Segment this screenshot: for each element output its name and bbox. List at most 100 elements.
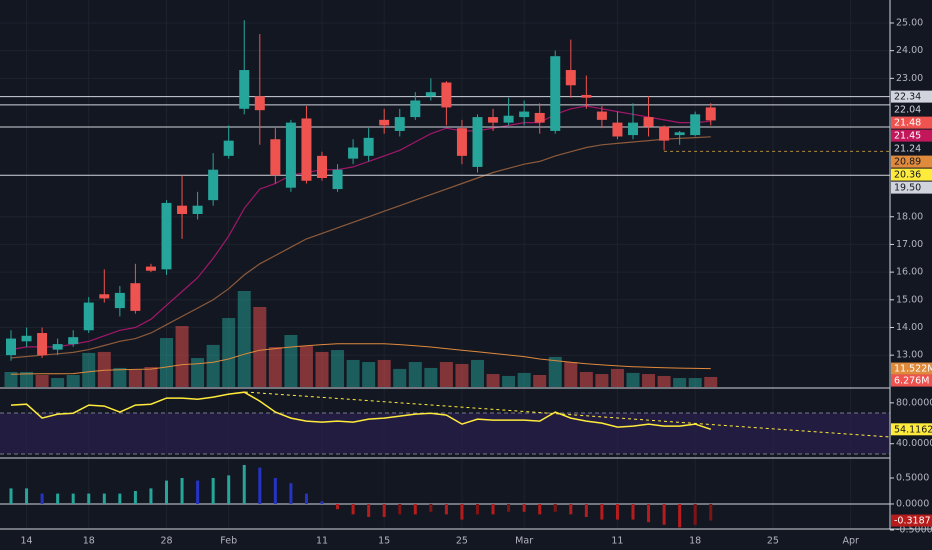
volume-bar [533, 375, 547, 387]
histogram-bar [662, 503, 666, 525]
candle-body [114, 292, 125, 309]
y-tick-label: 23.00 [896, 73, 923, 84]
y-tick-label: 40.0000 [896, 438, 932, 449]
candle-body [37, 333, 48, 356]
histogram-bar [444, 503, 448, 515]
volume-bar [704, 376, 718, 387]
y-tick-label: 17.00 [896, 239, 923, 250]
price-label: 21.24 [894, 144, 921, 155]
histogram-bar [600, 503, 604, 520]
candle-body [317, 155, 327, 178]
price-label-box [891, 168, 932, 181]
candle-body [68, 337, 79, 345]
candle-body [659, 126, 670, 141]
histogram-bar [476, 503, 479, 515]
volume-ma-line [10, 343, 711, 375]
volume-bar [346, 359, 360, 387]
volume-bar [113, 367, 127, 387]
x-tick-label: 14 [21, 536, 33, 547]
histogram-bar [460, 503, 464, 520]
histogram-bar [180, 477, 184, 504]
histogram-bar [102, 493, 106, 504]
candle-body [6, 338, 16, 356]
candle-body [674, 132, 685, 136]
volume-bar [35, 375, 49, 387]
price-label: 22.04 [894, 105, 921, 116]
histogram-bar [87, 493, 91, 504]
volume-bar [253, 307, 267, 387]
price-label: 19.50 [894, 183, 921, 194]
candle-body [643, 117, 654, 127]
volume-bar [377, 359, 391, 387]
histogram-bar [304, 493, 308, 504]
candle-body [379, 119, 390, 126]
histogram-bar [491, 503, 495, 515]
candle-body [223, 140, 234, 156]
volume-bar [579, 371, 593, 387]
y-tick-label: 18.00 [896, 211, 923, 222]
volume-bar [408, 362, 422, 387]
x-tick-label: Apr [842, 536, 859, 547]
volume-bar [299, 346, 313, 387]
volume-bar [97, 351, 111, 387]
histogram-bar [56, 493, 60, 504]
price-label-box [891, 362, 932, 375]
candle-body [130, 283, 141, 311]
histogram-bar [693, 503, 697, 525]
x-tick-label: 11 [316, 536, 328, 547]
candle-body [348, 147, 359, 159]
volume-bar [673, 378, 687, 387]
candle-body [285, 122, 296, 188]
histogram-bar [273, 477, 277, 504]
price-label-box [891, 90, 932, 103]
histogram-bar [336, 503, 340, 510]
price-label-box [891, 514, 932, 527]
candle-body [565, 70, 576, 86]
grid [0, 0, 890, 529]
x-tick-label: 25 [456, 536, 468, 547]
price-label-box [891, 116, 932, 129]
volume-bar [439, 362, 453, 387]
x-tick-label: 18 [83, 536, 95, 547]
volume-bar [424, 367, 438, 387]
candle-body [410, 100, 421, 118]
volume-bar [222, 318, 236, 387]
candle-body [208, 169, 219, 201]
volume-bar [455, 363, 469, 387]
volume-bar [51, 378, 65, 387]
candle-body [254, 96, 265, 111]
x-tick-label: 18 [689, 536, 701, 547]
candle-body [456, 128, 467, 156]
histogram-bar [165, 480, 168, 504]
candle-body [519, 111, 530, 118]
volume-bar [548, 356, 562, 387]
volume-bar [315, 351, 329, 387]
histogram-bar [647, 503, 651, 523]
x-tick-label: Mar [515, 536, 533, 547]
histogram-bar [413, 503, 417, 515]
candle-body [192, 205, 203, 214]
candle-body [239, 70, 250, 109]
candle-body [161, 202, 172, 270]
moving-average-line [10, 136, 711, 359]
volume-bar [237, 291, 251, 387]
volume-bar [331, 350, 345, 387]
candle-body [270, 139, 281, 176]
histogram-bar [569, 503, 573, 515]
histogram-bar [398, 503, 402, 515]
volume-bar [4, 371, 18, 387]
candle-body [441, 82, 452, 108]
x-tick-label: Feb [220, 536, 237, 547]
y-tick-label: 14.00 [896, 322, 923, 333]
y-tick-label: 0.0000 [896, 498, 929, 509]
rsi-line [10, 391, 712, 431]
volume-bar [471, 359, 484, 387]
x-tick-label: 11 [611, 536, 623, 547]
histogram-bar [211, 477, 215, 504]
histogram-bar [133, 490, 137, 504]
histogram-bar [553, 503, 557, 512]
volume-bar [160, 338, 173, 387]
price-label-box [891, 181, 932, 194]
y-tick-label: 15.00 [896, 294, 923, 305]
